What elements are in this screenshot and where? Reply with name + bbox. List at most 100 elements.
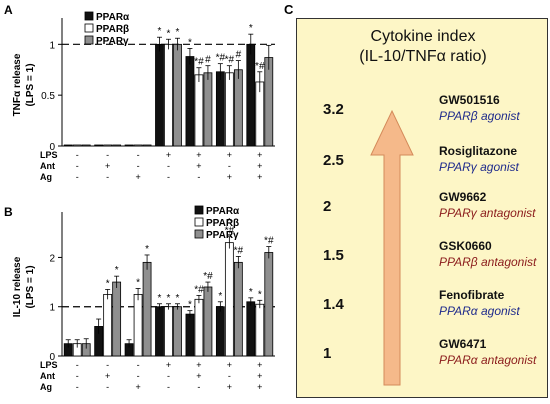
bar xyxy=(103,144,113,147)
condition-value: - xyxy=(76,161,79,171)
condition-value: - xyxy=(228,161,231,171)
condition-value: - xyxy=(167,161,170,171)
condition-row-label: LPS xyxy=(40,360,58,370)
significance-mark: *# xyxy=(194,284,204,295)
bar xyxy=(94,144,104,147)
condition-value: + xyxy=(135,172,140,182)
cytokine-index-title: Cytokine index xyxy=(370,28,476,45)
significance-mark: *# xyxy=(194,57,204,68)
condition-value: - xyxy=(137,371,140,381)
compound-description: PPARγ agonist xyxy=(439,160,519,174)
legend-label: PPARβ xyxy=(206,218,239,229)
condition-value: - xyxy=(106,150,109,160)
significance-mark: ^ xyxy=(227,217,232,227)
condition-value: - xyxy=(76,360,79,370)
legend-label: PPARγ xyxy=(206,230,239,241)
condition-value: + xyxy=(166,150,171,160)
condition-value: - xyxy=(167,172,170,182)
significance-mark: *# xyxy=(216,53,226,64)
bar xyxy=(72,144,82,147)
legend-label: PPARα xyxy=(206,206,240,217)
condition-value: + xyxy=(257,172,262,182)
compound-description: PPARα antagonist xyxy=(439,353,537,367)
condition-row-label: Ant xyxy=(40,161,55,171)
bar xyxy=(203,72,213,147)
significance-mark: * xyxy=(115,265,119,276)
compound-description: PPARα agonist xyxy=(439,304,520,318)
bar xyxy=(103,293,113,357)
cytokine-index-value: 3.2 xyxy=(323,101,344,118)
legend-swatch xyxy=(194,229,204,239)
bar xyxy=(185,313,195,357)
bar xyxy=(142,144,152,147)
condition-value: - xyxy=(106,382,109,392)
significance-mark: *# xyxy=(225,55,235,66)
significance-mark: *# xyxy=(234,245,244,256)
cytokine-index-value: 2.5 xyxy=(323,152,344,169)
significance-mark: * xyxy=(176,27,180,38)
bar xyxy=(246,301,256,357)
compound-name: GSK0660 xyxy=(439,239,492,253)
compound-name: Fenofibrate xyxy=(439,288,505,302)
bar xyxy=(185,56,195,147)
bar xyxy=(133,144,143,147)
condition-value: - xyxy=(76,150,79,160)
significance-mark: *# xyxy=(255,61,265,72)
compound-description: PPARβ antagonist xyxy=(439,255,537,269)
cytokine-index-box: Cytokine index (IL-10/TNFα ratio) 3.2 GW5… xyxy=(296,18,548,398)
legend-swatch xyxy=(84,11,94,21)
significance-mark: * xyxy=(218,291,222,302)
significance-mark: * xyxy=(167,293,171,304)
condition-value: - xyxy=(137,150,140,160)
significance-mark: *# xyxy=(264,236,274,247)
condition-value: + xyxy=(196,161,201,171)
condition-value: - xyxy=(228,371,231,381)
y-axis-label: IL-10 release xyxy=(12,256,23,317)
bar xyxy=(81,144,91,147)
cytokine-index-subtitle: (IL-10/TNFα ratio) xyxy=(359,48,487,65)
compound-description: PPARγ antagonist xyxy=(439,206,536,220)
condition-value: + xyxy=(227,150,232,160)
compound-name: GW9662 xyxy=(439,190,487,204)
significance-mark: * xyxy=(167,28,171,39)
significance-mark: * xyxy=(136,277,140,288)
condition-value: - xyxy=(197,382,200,392)
significance-mark: * xyxy=(176,293,180,304)
panel-c-label: C xyxy=(284,2,294,17)
panel-c: C Cytokine index (IL-10/TNFα ratio) 3.2 G… xyxy=(282,0,550,404)
bar xyxy=(173,306,182,357)
significance-mark: * xyxy=(258,289,262,300)
bar xyxy=(255,303,265,357)
cytokine-index-value: 2 xyxy=(323,198,332,215)
condition-value: + xyxy=(257,161,262,171)
y-tick-label: 1 xyxy=(49,40,55,51)
y-tick-label: 0 xyxy=(49,352,55,363)
significance-mark: * xyxy=(145,244,149,255)
bar xyxy=(224,72,234,147)
significance-mark: * xyxy=(106,278,110,289)
compound-description: PPARβ agonist xyxy=(439,109,520,123)
significance-mark: * xyxy=(249,23,253,34)
condition-value: - xyxy=(76,382,79,392)
condition-value: + xyxy=(196,360,201,370)
condition-value: + xyxy=(257,360,262,370)
y-tick-label: 1 xyxy=(49,303,55,314)
panel-label: B xyxy=(4,205,13,219)
bar xyxy=(264,57,274,147)
ranking-arrow xyxy=(370,109,414,386)
bar xyxy=(112,281,122,357)
cytokine-index-value: 1.5 xyxy=(323,247,344,264)
bar xyxy=(194,74,204,147)
compound-name: GW6471 xyxy=(439,337,487,351)
bar xyxy=(133,293,143,357)
condition-value: + xyxy=(257,382,262,392)
condition-value: + xyxy=(257,371,262,381)
condition-value: + xyxy=(196,371,201,381)
legend-swatch xyxy=(84,35,94,45)
significance-mark: * xyxy=(188,37,192,48)
significance-mark: * xyxy=(158,293,162,304)
bar xyxy=(142,261,152,357)
bar xyxy=(164,306,173,357)
condition-value: + xyxy=(105,371,110,381)
